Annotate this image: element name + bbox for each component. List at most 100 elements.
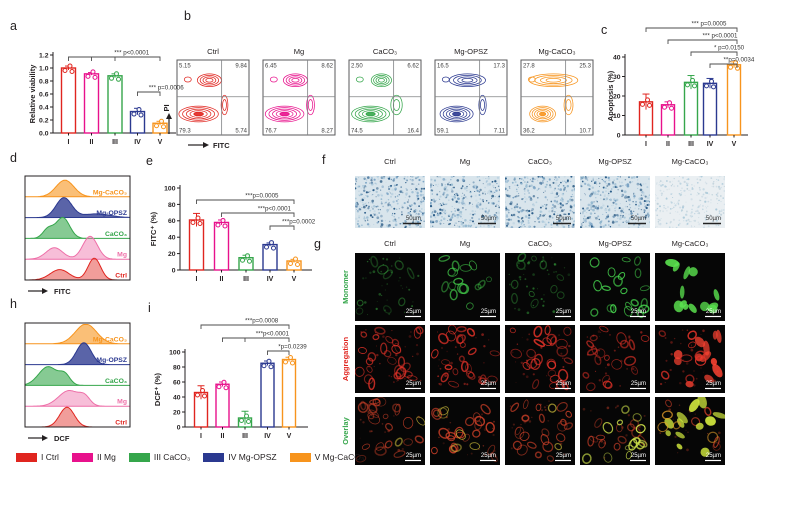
svg-text:6.45: 6.45 xyxy=(265,64,277,70)
panel-label-g: g xyxy=(314,237,321,251)
legend-label: II Mg xyxy=(96,452,116,462)
svg-text:50µm: 50µm xyxy=(556,216,571,222)
svg-text:25µm: 25µm xyxy=(556,309,571,315)
fluorescence-micrograph: 25µm xyxy=(655,397,725,465)
svg-text:76.7: 76.7 xyxy=(265,129,277,135)
legend-label: IV Mg-OPSZ xyxy=(228,452,277,462)
svg-text:FITC: FITC xyxy=(54,287,71,296)
svg-text:DCF⁺ (%): DCF⁺ (%) xyxy=(153,372,162,406)
svg-text:80: 80 xyxy=(173,364,181,371)
svg-text:20: 20 xyxy=(168,251,176,258)
legend-item: V Mg-CaCO₃ xyxy=(289,452,365,462)
svg-text:IV: IV xyxy=(267,276,274,283)
svg-text:17.3: 17.3 xyxy=(493,64,505,70)
panel-label-h: h xyxy=(10,297,17,311)
panel-f-column-title: CaCO₃ xyxy=(528,157,552,166)
svg-text:50µm: 50µm xyxy=(481,216,496,222)
svg-text:40: 40 xyxy=(173,394,181,401)
svg-text:IV: IV xyxy=(264,433,271,440)
panel-label-c: c xyxy=(601,23,608,37)
svg-text:*p=0.0239: *p=0.0239 xyxy=(278,344,307,351)
svg-text:I: I xyxy=(200,433,202,440)
svg-text:Mg: Mg xyxy=(117,399,127,406)
svg-text:Mg-OPSZ: Mg-OPSZ xyxy=(96,357,127,364)
svg-text:I: I xyxy=(645,141,647,148)
legend-swatch xyxy=(203,452,225,462)
svg-text:CaCO₃: CaCO₃ xyxy=(105,378,127,385)
fluorescence-micrograph: 25µm xyxy=(355,397,425,465)
fluorescence-micrograph: 25µm xyxy=(430,325,500,393)
svg-text:74.5: 74.5 xyxy=(351,129,363,135)
svg-text:50µm: 50µm xyxy=(706,216,721,222)
svg-text:II: II xyxy=(666,141,670,148)
legend-item: III CaCO₃ xyxy=(128,452,191,462)
stained-micrograph: 50µm xyxy=(655,176,725,228)
svg-text:5.15: 5.15 xyxy=(179,64,191,70)
fluorescence-micrograph: 25µm xyxy=(655,325,725,393)
svg-text:25µm: 25µm xyxy=(481,309,496,315)
flow-cytometry-panel: Ctrl 5.15 9.84 79.3 5.74 Mg 6.45 8.62 76.7 8.27 Ca… xyxy=(162,47,594,150)
stained-micrograph: 50µm xyxy=(430,176,500,228)
legend-swatch xyxy=(71,452,93,462)
legend-label: III CaCO₃ xyxy=(153,452,191,462)
fluorescence-micrograph: 25µm xyxy=(430,253,500,321)
svg-text:27.8: 27.8 xyxy=(523,64,535,70)
svg-text:0: 0 xyxy=(177,424,181,431)
stained-micrograph: 50µm xyxy=(505,176,575,228)
svg-text:25µm: 25µm xyxy=(631,381,646,387)
panel-f-column-title: Mg xyxy=(459,157,471,166)
svg-text:Relative viability: Relative viability xyxy=(28,64,37,124)
svg-text:6.62: 6.62 xyxy=(407,64,419,70)
panel-g-row-label: Aggregation xyxy=(341,336,350,382)
panel-g-column-title: Mg-OPSZ xyxy=(598,239,632,248)
svg-text:2.50: 2.50 xyxy=(351,64,363,70)
svg-text:10: 10 xyxy=(613,113,621,120)
panel-label-a: a xyxy=(10,19,17,33)
svg-text:III: III xyxy=(688,141,694,148)
svg-text:20: 20 xyxy=(173,409,181,416)
panel-g-column-title: Mg xyxy=(459,239,471,248)
svg-text:0.2: 0.2 xyxy=(39,117,49,124)
svg-text:Mg-CaCO₃: Mg-CaCO₃ xyxy=(538,47,575,56)
svg-text:Mg-OPSZ: Mg-OPSZ xyxy=(96,210,127,217)
svg-text:25µm: 25µm xyxy=(406,309,421,315)
svg-text:25µm: 25µm xyxy=(481,381,496,387)
svg-text:5.74: 5.74 xyxy=(235,129,247,135)
svg-text:25µm: 25µm xyxy=(706,309,721,315)
legend-swatch xyxy=(289,452,311,462)
legend-item: I Ctrl xyxy=(16,452,59,462)
svg-text:Mg-CaCO₃: Mg-CaCO₃ xyxy=(93,189,127,196)
panel-f-column-title: Mg-OPSZ xyxy=(598,157,632,166)
svg-text:Mg-OPSZ: Mg-OPSZ xyxy=(454,47,488,56)
svg-text:25µm: 25µm xyxy=(406,381,421,387)
svg-text:25µm: 25µm xyxy=(481,453,496,459)
svg-text:Ctrl: Ctrl xyxy=(115,420,127,427)
stained-micrograph: 50µm xyxy=(355,176,425,228)
legend-label: V Mg-CaCO₃ xyxy=(314,452,365,462)
svg-text:*** p=0.0006: *** p=0.0006 xyxy=(149,85,184,92)
fluorescence-micrograph: 25µm xyxy=(580,325,650,393)
svg-text:25.3: 25.3 xyxy=(579,64,591,70)
svg-text:20: 20 xyxy=(613,93,621,100)
fluorescence-micrograph: 25µm xyxy=(505,325,575,393)
legend-label: I Ctrl xyxy=(41,452,59,462)
svg-text:V: V xyxy=(158,139,163,146)
svg-text:V: V xyxy=(287,433,292,440)
svg-text:25µm: 25µm xyxy=(631,309,646,315)
svg-text:Mg-CaCO₃: Mg-CaCO₃ xyxy=(93,336,127,343)
svg-text:50µm: 50µm xyxy=(406,216,421,222)
svg-text:***p=0.0002: ***p=0.0002 xyxy=(282,219,316,226)
svg-text:0: 0 xyxy=(172,267,176,274)
svg-text:***p=0.0005: ***p=0.0005 xyxy=(245,193,279,200)
svg-text:16.4: 16.4 xyxy=(407,129,419,135)
svg-text:0.8: 0.8 xyxy=(39,78,49,85)
svg-text:FITC: FITC xyxy=(213,141,230,150)
svg-text:* p=0.0150: * p=0.0150 xyxy=(714,45,745,52)
svg-text:25µm: 25µm xyxy=(556,381,571,387)
svg-text:59.1: 59.1 xyxy=(437,129,449,135)
svg-text:25µm: 25µm xyxy=(406,453,421,459)
svg-text:40: 40 xyxy=(168,235,176,242)
